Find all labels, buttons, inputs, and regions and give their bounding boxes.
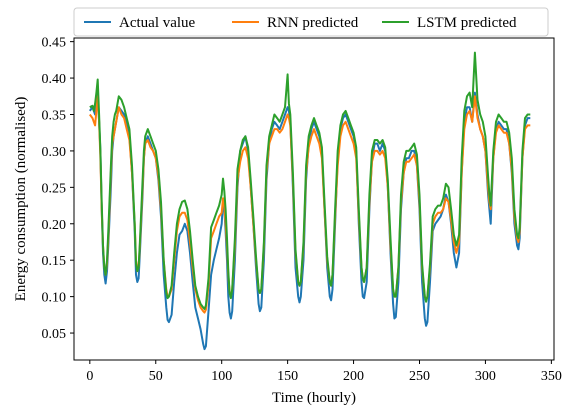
x-tick-label: 50 (149, 369, 163, 384)
x-tick-label: 0 (86, 369, 93, 384)
legend-label-rnn-predicted: RNN predicted (267, 15, 359, 31)
legend: Actual value RNN predicted LSTM predicte… (73, 7, 549, 37)
y-axis-label: Energy consumption (normalised) (13, 97, 29, 302)
legend-label-actual-value: Actual value (119, 15, 196, 31)
legend-label-lstm-predicted: LSTM predicted (417, 15, 517, 31)
x-axis-ticks: 0 50 100 150 200 250 300 350 (86, 360, 562, 384)
y-tick-label: 0.20 (42, 218, 67, 233)
x-axis-label: Time (hourly) (272, 390, 356, 406)
y-tick-label: 0.05 (42, 327, 67, 342)
y-tick-label: 0.45 (42, 36, 67, 51)
x-tick-label: 200 (343, 369, 364, 384)
plot-frame (73, 37, 555, 361)
legend-box (73, 7, 549, 37)
x-tick-label: 250 (409, 369, 430, 384)
x-tick-label: 350 (541, 369, 562, 384)
y-tick-label: 0.30 (42, 145, 67, 160)
series-line-lstm-predicted (89, 51, 531, 310)
x-tick-label: 300 (475, 369, 496, 384)
x-tick-label: 100 (211, 369, 232, 384)
y-axis-ticks: 0.05 0.10 0.15 0.20 0.25 0.30 0.35 0.40 0.45 (42, 36, 74, 342)
y-tick-label: 0.10 (42, 291, 67, 306)
y-tick-label: 0.25 (42, 181, 67, 196)
y-tick-label: 0.15 (42, 254, 67, 269)
y-tick-label: 0.35 (42, 108, 67, 123)
x-tick-label: 150 (277, 369, 298, 384)
plot-series-group (88, 51, 531, 351)
y-tick-label: 0.40 (42, 72, 67, 87)
